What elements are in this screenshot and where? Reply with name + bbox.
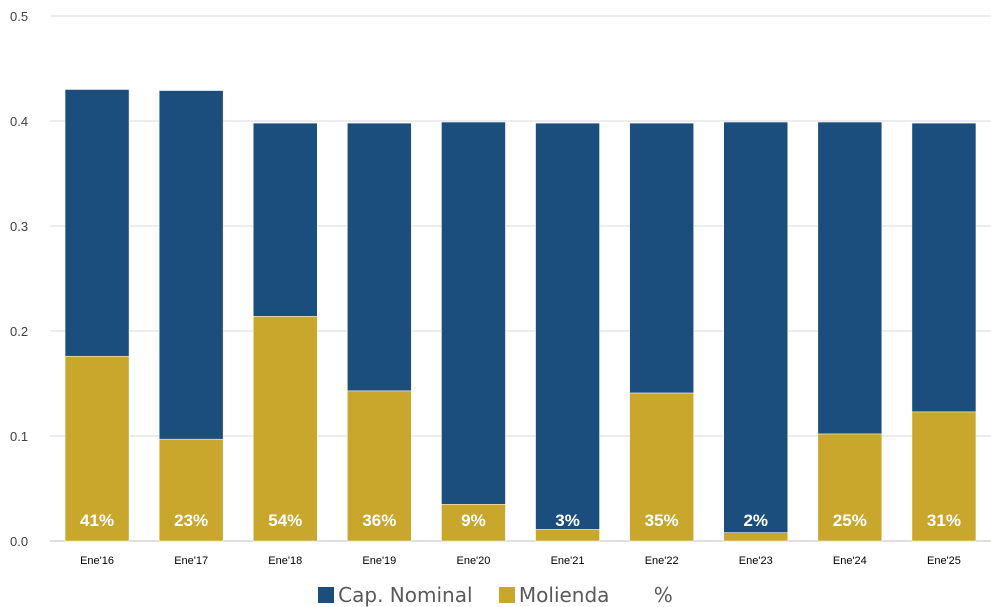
bar-molienda: [629, 392, 694, 542]
x-tick-label: Ene'23: [739, 555, 773, 567]
bar-cap-nominal: [253, 122, 318, 317]
data-label: 31%: [927, 511, 961, 530]
legend-swatch-molienda: [498, 586, 515, 603]
data-labels: 41% 23% 54% 36% 9% 3% 35% 2% 25% 31%: [80, 511, 961, 530]
x-tick-label: Ene'21: [551, 555, 585, 567]
legend-item-molienda: Molienda: [498, 582, 610, 607]
legend-item-cap-nominal: Cap. Nominal: [318, 582, 473, 607]
x-tick-label: Ene'16: [80, 555, 114, 567]
y-tick-label: 0.2: [10, 324, 28, 339]
bar-molienda: [535, 529, 600, 542]
x-tick-label: Ene'24: [833, 555, 867, 567]
y-tick-label: 0.3: [10, 219, 28, 234]
y-tick-label: 0.5: [10, 9, 28, 24]
bar-cap-nominal: [911, 122, 977, 413]
x-tick-label: Ene'20: [456, 555, 490, 567]
x-tick-label: Ene'17: [174, 555, 208, 567]
bar-cap-nominal: [629, 122, 694, 394]
x-axis-ticks: Ene'16 Ene'17 Ene'18 Ene'19 Ene'20 Ene'21 Ene'…: [80, 555, 961, 567]
bar-molienda: [158, 438, 224, 542]
bar-cap-nominal: [64, 89, 130, 357]
y-tick-label: 0.0: [10, 534, 28, 549]
y-tick-label: 0.1: [10, 429, 28, 444]
x-tick-label: Ene'25: [927, 555, 961, 567]
x-tick-label: Ene'22: [645, 555, 679, 567]
chart: 0.0 0.1 0.2 0.3 0.4 0.5 41% 23% 54% 36% 9% 3% 35% 2%…: [10, 9, 991, 567]
data-label: 54%: [268, 511, 302, 530]
x-tick-label: Ene'19: [362, 555, 396, 567]
legend-item-percent: %: [654, 583, 673, 607]
data-label: 41%: [80, 511, 114, 530]
bar-molienda: [347, 390, 412, 542]
bar-cap-nominal: [817, 121, 883, 435]
bar-molienda: [253, 316, 318, 542]
bar-cap-nominal: [158, 90, 224, 440]
legend-label-molienda: Molienda: [518, 582, 610, 607]
data-label: 35%: [645, 511, 679, 530]
bar-molienda: [817, 433, 883, 542]
legend-label-cap-nominal: Cap. Nominal: [338, 582, 473, 607]
x-tick-label: Ene'18: [268, 555, 302, 567]
y-tick-label: 0.4: [10, 114, 28, 129]
bar-cap-nominal: [723, 121, 788, 533]
bar-cap-nominal: [535, 122, 600, 530]
bar-cap-nominal: [347, 122, 412, 392]
data-label: 36%: [362, 511, 396, 530]
legend-swatch-cap-nominal: [318, 586, 335, 603]
data-label: 9%: [461, 511, 486, 530]
legend: Cap. Nominal Molienda %: [0, 581, 991, 607]
bar-cap-nominal: [441, 121, 506, 505]
y-axis-ticks: 0.0 0.1 0.2 0.3 0.4 0.5: [10, 9, 28, 549]
data-label: 3%: [555, 511, 580, 530]
bar-molienda: [723, 532, 788, 542]
data-label: 25%: [833, 511, 867, 530]
bar-molienda: [64, 355, 130, 542]
bars: [64, 89, 977, 542]
data-label: 23%: [174, 511, 208, 530]
data-label: 2%: [743, 511, 768, 530]
bar-molienda: [911, 411, 977, 542]
legend-label-percent: %: [653, 582, 673, 607]
